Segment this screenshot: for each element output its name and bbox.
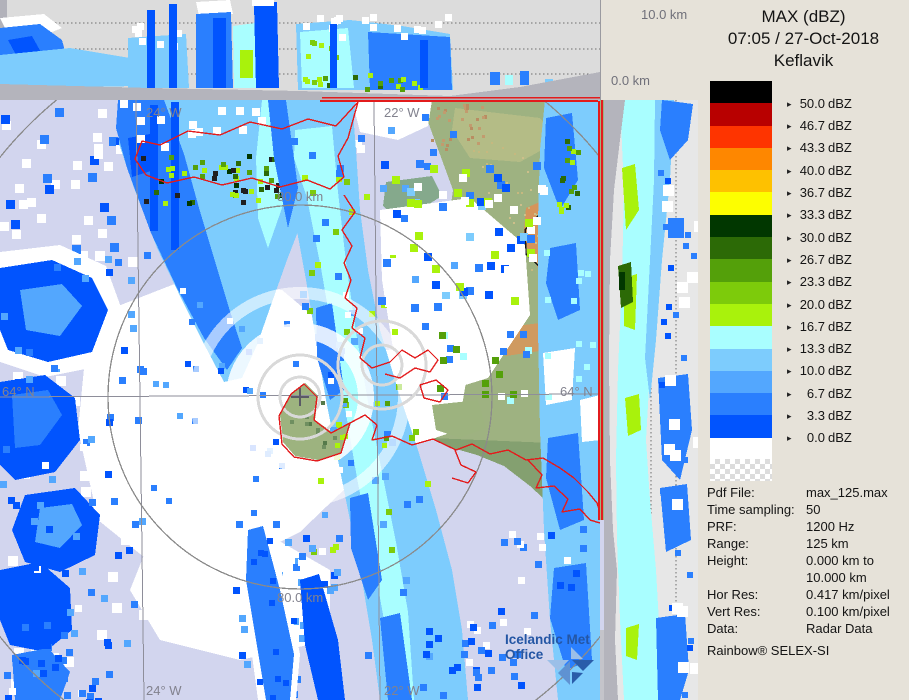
meta-row: Hor Res: 0.417 km/pixel (707, 587, 890, 602)
svg-text:64° N: 64° N (560, 384, 593, 399)
product-title: MAX (dBZ) (761, 7, 846, 26)
legend-scale-band (710, 348, 772, 371)
legend-scale-label: ▸ 3.3 dBZ (787, 408, 852, 423)
profile-axis-min-label: 0.0 km (611, 73, 651, 88)
scale-tick-arrow-icon: ▸ (787, 321, 792, 332)
legend-scale-label: ▸ 46.7 dBZ (787, 118, 852, 134)
color-scale-transparent-band (710, 458, 772, 481)
radar-site-name: Keflavik (773, 51, 834, 70)
scale-tick-arrow-icon: ▸ (787, 188, 792, 198)
legend-scale-label: ▸ 33.3 dBZ (787, 207, 852, 223)
meta-row: Data: Radar Data (707, 621, 873, 636)
scale-tick-arrow-icon: ▸ (787, 299, 792, 310)
radar-map-panel: 24° W 22° W 24° W 22° W 64° N 64° N 80.0 km 80.… (0, 100, 600, 700)
vertical-profile-side-panel (600, 100, 698, 700)
svg-text:80.0 km: 80.0 km (277, 590, 323, 605)
scale-tick-arrow-icon: ▸ (787, 165, 792, 176)
legend-scale-band (710, 125, 772, 148)
svg-text:22° W: 22° W (384, 683, 420, 698)
legend-scale-label: ▸ 30.0 dBZ (787, 229, 852, 245)
product-metadata: Pdf File: max_125.max Time sampling: 50 PRF:… (707, 484, 905, 659)
legend-scale-label: ▸ 50.0 dBZ (787, 95, 852, 111)
legend-scale-label: ▸ 36.7 dBZ (787, 185, 852, 200)
scale-tick-arrow-icon: ▸ (787, 121, 792, 132)
legend-scale-band (710, 81, 772, 104)
color-scale-bar (710, 81, 772, 438)
scale-tick-arrow-icon: ▸ (787, 232, 792, 243)
legend-scale-band (710, 237, 772, 260)
scale-tick-arrow-icon: ▸ (787, 411, 792, 421)
scale-tick-arrow-icon: ▸ (787, 366, 792, 377)
vertical-profile-top-panel (0, 0, 600, 100)
legend-scale-band (710, 147, 772, 171)
legend-scale-label: ▸ 26.7 dBZ (787, 251, 852, 267)
scale-tick-arrow-icon: ▸ (787, 210, 792, 221)
legend-scale-band (710, 370, 772, 394)
scale-tick-arrow-icon: ▸ (787, 143, 792, 154)
scale-tick-arrow-icon: ▸ (787, 254, 792, 265)
svg-text:24° W: 24° W (146, 683, 182, 698)
legend-scale-label: ▸ 6.7 dBZ (787, 385, 852, 401)
legend-scale-label: ▸ 0.0 dBZ (787, 430, 852, 446)
legend-scale-label: ▸ 40.0 dBZ (787, 162, 852, 178)
scale-tick-arrow-icon: ▸ (787, 277, 792, 288)
legend-scale-label: ▸ 16.7 dBZ (787, 318, 852, 334)
scale-tick-arrow-icon: ▸ (787, 98, 792, 109)
legend-scale-label: ▸ 13.3 dBZ (787, 341, 852, 357)
legend-scale-band (710, 259, 772, 282)
svg-text:24° W: 24° W (146, 105, 182, 120)
legend-scale-label: ▸ 10.0 dBZ (787, 363, 852, 379)
scale-tick-arrow-icon: ▸ (787, 388, 792, 399)
software-brand: Rainbow® SELEX-SI (707, 643, 830, 658)
legend-scale-band (710, 103, 772, 126)
legend-scale-band (710, 281, 772, 304)
meta-row: Height: 0.000 km to (707, 553, 874, 568)
legend-scale-band (710, 170, 772, 193)
meta-row: Pdf File: max_125.max (707, 485, 888, 500)
profile-axis-corner: 10.0 km 0.0 km (600, 0, 699, 100)
side-profile-canvas (600, 100, 698, 700)
svg-text:64° N: 64° N (2, 384, 35, 399)
legend-scale-band (710, 303, 772, 327)
scale-tick-arrow-icon: ▸ (787, 433, 792, 444)
metadata-rows: Pdf File: max_125.max Time sampling: 50 PRF:… (707, 484, 905, 637)
meta-row: Time sampling: 50 (707, 502, 821, 517)
top-profile-canvas (0, 0, 600, 100)
svg-text:80.0 km: 80.0 km (277, 189, 323, 204)
legend-scale-label: ▸ 23.3 dBZ (787, 274, 852, 290)
legend-panel: MAX (dBZ) 07:05 / 27-Oct-2018 Keflavik ▸… (698, 0, 909, 700)
legend-title-block: MAX (dBZ) 07:05 / 27-Oct-2018 Keflavik (698, 6, 909, 72)
meta-row: PRF: 1200 Hz (707, 519, 855, 534)
legend-scale-band (710, 415, 772, 438)
legend-scale-label: ▸ 43.3 dBZ (787, 140, 852, 156)
color-scale-white-band (710, 437, 772, 459)
scale-tick-arrow-icon: ▸ (787, 344, 792, 355)
legend-scale-band (710, 393, 772, 416)
legend-scale-band (710, 326, 772, 349)
svg-text:22° W: 22° W (384, 105, 420, 120)
legend-scale-band (710, 214, 772, 238)
legend-scale-band (710, 192, 772, 215)
profile-axis-max-label: 10.0 km (641, 7, 688, 22)
legend-scale-label: ▸ 20.0 dBZ (787, 296, 852, 312)
meta-row: Range: 125 km (707, 536, 849, 551)
radar-map-canvas: 24° W 22° W 24° W 22° W 64° N 64° N 80.0 km 80.… (0, 100, 600, 700)
meta-row: Vert Res: 0.100 km/pixel (707, 604, 890, 619)
product-datetime: 07:05 / 27-Oct-2018 (727, 29, 880, 48)
meta-row-continued: 10.000 km (806, 570, 867, 585)
